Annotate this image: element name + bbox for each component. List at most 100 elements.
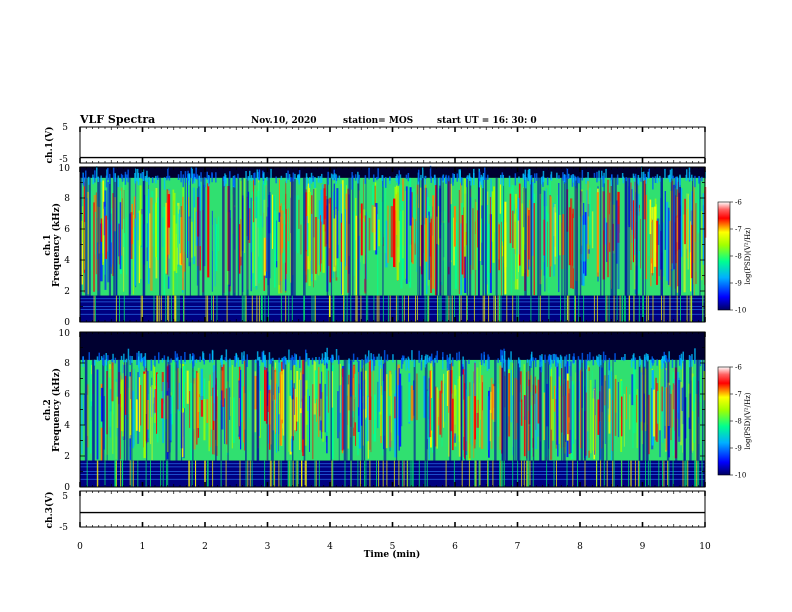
- spectrogram-spike: [303, 295, 305, 323]
- spectrogram-streak: [652, 389, 655, 437]
- spectrogram-streak: [586, 190, 588, 244]
- spectrogram-fringe: [420, 358, 423, 371]
- spectrogram-spike: [123, 295, 125, 323]
- spectrogram-fringe: [82, 173, 84, 185]
- spectrogram-fringe: [176, 357, 178, 361]
- spectrogram-fringe: [424, 359, 426, 368]
- spec1-ytick: 2: [64, 287, 70, 297]
- spectrogram-spike: [682, 460, 684, 488]
- spectrogram-streak: [544, 191, 546, 292]
- spectrogram-spike: [596, 295, 598, 323]
- spectrogram-spike: [427, 295, 429, 323]
- spectrogram-spike: [620, 460, 622, 488]
- spectrogram-gap: [303, 177, 306, 296]
- spectrogram-streak: [524, 396, 526, 420]
- x-tick-label: 3: [265, 542, 271, 552]
- spectrogram-fringe: [203, 359, 205, 365]
- spectrogram-fringe: [424, 175, 427, 185]
- spectrogram-fringe: [107, 355, 109, 361]
- spectrogram-streak: [298, 199, 300, 229]
- spectrogram-spike: [412, 460, 414, 488]
- spectrogram-fringe: [364, 354, 367, 360]
- spectrogram-fringe: [199, 356, 201, 362]
- spectrogram-streak: [689, 195, 691, 253]
- spectrogram-fringe: [482, 173, 485, 180]
- spectrogram-streak: [387, 205, 389, 263]
- spectrogram-spike: [245, 460, 247, 488]
- spectrogram-streak: [535, 393, 538, 450]
- spectrogram-gap: [85, 177, 88, 296]
- spectrogram-fringe: [211, 172, 213, 178]
- spectrogram-gap: [606, 359, 608, 461]
- spectrogram-streak: [402, 210, 404, 259]
- spectrogram-streak: [340, 222, 342, 262]
- spectrogram-gap: [189, 177, 191, 296]
- spectrogram-streak: [669, 220, 672, 287]
- spectrogram-streak: [225, 388, 228, 445]
- spectrogram-streak: [669, 385, 671, 428]
- spectrogram-streak: [498, 222, 500, 260]
- spectrogram-fringe: [137, 172, 140, 186]
- spectrogram-gap: [440, 177, 442, 296]
- spectrogram-fringe: [177, 174, 180, 180]
- spectrogram-streak: [410, 192, 413, 263]
- spectrogram-streak: [545, 206, 548, 279]
- ch3-wave-ylabel: ch.3(V): [44, 492, 55, 529]
- spectrogram-spike: [577, 460, 578, 488]
- spectrogram-gap: [357, 177, 360, 296]
- spectrogram-streak: [190, 382, 192, 461]
- spectrogram-fringe: [382, 175, 384, 187]
- spectrogram-gap: [363, 359, 366, 461]
- spectrogram-spike: [344, 295, 346, 323]
- spectrogram-spike: [156, 295, 158, 323]
- spectrogram-streak: [647, 394, 650, 455]
- spectrogram-fringe: [418, 350, 420, 363]
- spectrogram-spike: [466, 295, 468, 323]
- spectrogram-fringe: [245, 171, 247, 179]
- spectrogram-fringe: [88, 352, 90, 360]
- spectrogram-gap: [625, 177, 627, 296]
- spectrogram-spike: [539, 295, 541, 323]
- spectrogram-spike: [403, 460, 405, 488]
- spectrogram-streak: [409, 177, 412, 288]
- spectrogram-spike: [365, 460, 367, 488]
- spectrogram-fringe: [482, 176, 484, 189]
- spectrogram-streak: [573, 218, 575, 269]
- spectrogram-gap: [291, 177, 293, 296]
- spectrogram-spike: [680, 295, 681, 323]
- spectrogram-gap: [202, 177, 205, 296]
- spectrogram-spike: [170, 295, 172, 323]
- spectrogram-streak: [221, 390, 224, 430]
- spectrogram-streak: [596, 192, 599, 277]
- spectrogram-streak: [648, 182, 650, 256]
- spectrogram-spike: [168, 295, 170, 323]
- spectrogram-streak: [597, 399, 600, 435]
- spectrogram-spike: [157, 295, 159, 323]
- spectrogram-streak: [474, 199, 476, 235]
- spectrogram-spike: [606, 460, 608, 488]
- spectrogram-fringe: [361, 359, 363, 369]
- spectrogram-streak: [218, 216, 220, 251]
- spectrogram-gap: [267, 177, 270, 296]
- spectrogram-fringe: [111, 359, 113, 362]
- spectrogram-streak: [665, 387, 668, 451]
- spectrogram-spike: [424, 295, 426, 323]
- spectrogram-streak: [264, 365, 266, 422]
- spectrogram-streak: [302, 374, 304, 440]
- spectrogram-streak: [671, 180, 674, 264]
- spectrogram-spike: [304, 295, 305, 323]
- spectrogram-spike: [416, 295, 418, 323]
- spectrogram-gap: [361, 359, 364, 461]
- spectrogram-spike: [596, 460, 597, 488]
- spectrogram-spike: [245, 295, 247, 323]
- spectrogram-streak: [481, 218, 483, 243]
- spectrogram-fringe: [109, 173, 111, 184]
- spectrogram-streak: [371, 205, 374, 233]
- spectrogram-streak: [611, 400, 613, 452]
- spectrogram-streak: [362, 396, 364, 446]
- spectrogram-spike: [424, 460, 426, 488]
- spectrogram-gap: [271, 359, 274, 461]
- spectrogram-fringe: [373, 358, 375, 371]
- spectrogram-streak: [461, 374, 464, 460]
- spectrogram-streak: [200, 368, 203, 400]
